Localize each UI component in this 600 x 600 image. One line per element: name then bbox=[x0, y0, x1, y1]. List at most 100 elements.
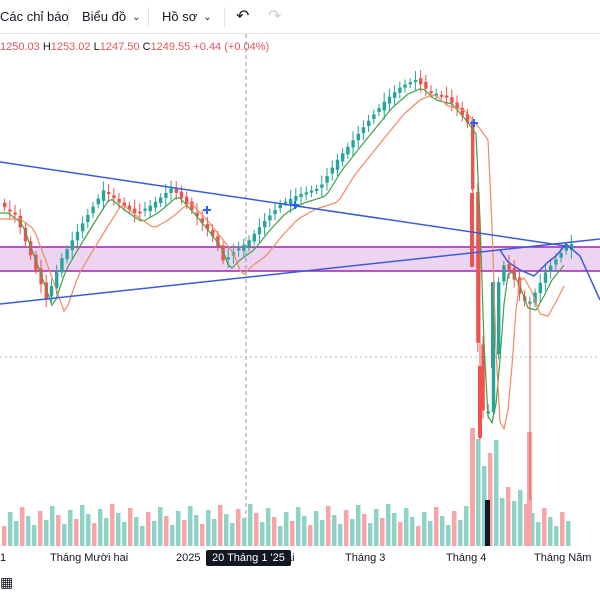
volume-bar bbox=[506, 487, 511, 546]
volume-bar bbox=[146, 512, 151, 546]
volume-bar bbox=[62, 524, 67, 546]
candle-body bbox=[34, 254, 38, 270]
candle-body bbox=[559, 253, 563, 258]
redo-icon[interactable]: ↷ bbox=[268, 8, 282, 25]
candle-body bbox=[3, 202, 7, 208]
candle-body bbox=[13, 212, 17, 215]
profile-label: Hồ sơ bbox=[162, 9, 198, 24]
volume-bar bbox=[548, 517, 553, 546]
volume-bar bbox=[428, 521, 433, 546]
volume-bar bbox=[422, 512, 427, 546]
candle-body bbox=[294, 196, 298, 201]
candle-body bbox=[465, 113, 470, 123]
chevron-down-icon: ⌄ bbox=[132, 12, 141, 23]
volume-bar bbox=[344, 510, 349, 546]
chart-type-button[interactable]: Biểu đồ ⌄ bbox=[82, 9, 140, 24]
volume-bar bbox=[68, 510, 73, 546]
candle-body bbox=[429, 91, 433, 94]
candle-body bbox=[101, 190, 106, 201]
candle-body bbox=[471, 120, 475, 190]
volume-bar bbox=[290, 521, 295, 546]
candle-body bbox=[481, 344, 485, 411]
profile-button[interactable]: Hồ sơ ⌄ bbox=[162, 9, 212, 24]
toolbar-divider bbox=[148, 7, 149, 27]
candle-body bbox=[211, 230, 215, 237]
candle-body bbox=[491, 282, 495, 368]
volume-bar bbox=[416, 526, 421, 546]
candle-body bbox=[564, 247, 568, 251]
volume-bar bbox=[356, 505, 361, 546]
volume-bar bbox=[320, 520, 325, 546]
candle-body bbox=[148, 205, 152, 212]
close-value: 1249.55 bbox=[150, 41, 191, 53]
volume-bar bbox=[404, 508, 409, 546]
candle-body bbox=[393, 92, 397, 98]
volume-bar bbox=[350, 519, 355, 546]
volume-bar bbox=[182, 520, 187, 546]
candle-body bbox=[174, 187, 178, 193]
volume-bar bbox=[110, 504, 115, 546]
candle-body bbox=[372, 114, 376, 119]
volume-bar bbox=[242, 518, 247, 546]
high-label: H bbox=[42, 41, 51, 53]
volume-bar bbox=[530, 513, 535, 546]
volume-bar bbox=[104, 518, 109, 546]
volume-bar bbox=[236, 509, 241, 546]
candle-body bbox=[237, 248, 241, 251]
volume-bar bbox=[392, 513, 397, 546]
candle-body bbox=[455, 102, 459, 110]
volume-bar bbox=[476, 439, 481, 546]
candle-body bbox=[216, 236, 220, 247]
volume-bar bbox=[488, 453, 493, 546]
volume-bar bbox=[74, 519, 79, 546]
volume-bar bbox=[38, 511, 43, 546]
volume-bar bbox=[284, 512, 289, 546]
chart-type-label: Biểu đồ bbox=[82, 9, 127, 24]
candle-body bbox=[424, 81, 428, 89]
volume-bar bbox=[206, 510, 211, 546]
candle-body bbox=[335, 159, 340, 170]
candle-body bbox=[554, 259, 558, 265]
volume-bar bbox=[80, 505, 85, 546]
candle-body bbox=[268, 215, 272, 221]
volume-bar bbox=[458, 520, 463, 546]
time-axis-label: Tháng Mười hai bbox=[50, 552, 129, 564]
volume-bar bbox=[560, 512, 565, 546]
price-chart[interactable] bbox=[0, 0, 600, 546]
indicators-button[interactable]: Các chỉ báo bbox=[0, 9, 69, 24]
time-axis-label: 1 bbox=[0, 552, 7, 564]
ohlc-legend: 1250.03 H1253.02 L1247.50 C1249.55 +0.44… bbox=[0, 41, 269, 53]
volume-bar bbox=[410, 517, 415, 546]
candle-body bbox=[205, 223, 210, 230]
candle-body bbox=[8, 209, 12, 212]
candle-body bbox=[502, 265, 506, 282]
candle-body bbox=[75, 231, 80, 241]
candle-body bbox=[23, 227, 28, 242]
volume-bar bbox=[152, 521, 157, 546]
candle-body bbox=[138, 211, 142, 214]
candle-body bbox=[315, 188, 319, 191]
candle-body bbox=[434, 93, 438, 96]
candle-body bbox=[247, 240, 251, 247]
volume-bar bbox=[524, 504, 529, 546]
volume-bar bbox=[194, 515, 199, 546]
toolbar-divider bbox=[68, 7, 69, 27]
volume-bar bbox=[200, 524, 205, 546]
volume-bar bbox=[440, 516, 445, 546]
calendar-icon[interactable]: ▦ bbox=[0, 574, 14, 590]
candle-body bbox=[320, 184, 324, 188]
candle-body bbox=[491, 354, 496, 412]
candle-body bbox=[133, 208, 137, 214]
volume-bar bbox=[188, 506, 193, 546]
candle-body bbox=[478, 366, 482, 438]
volume-bar bbox=[446, 525, 451, 546]
volume-bar bbox=[20, 507, 25, 546]
candle-body bbox=[538, 282, 542, 294]
volume-bar bbox=[44, 520, 49, 546]
volume-bar bbox=[134, 517, 139, 546]
candle-body bbox=[190, 201, 194, 211]
volume-bar bbox=[296, 507, 301, 546]
undo-icon[interactable]: ↶ bbox=[236, 8, 250, 25]
candle-body bbox=[257, 227, 262, 235]
candle-body bbox=[143, 208, 147, 211]
